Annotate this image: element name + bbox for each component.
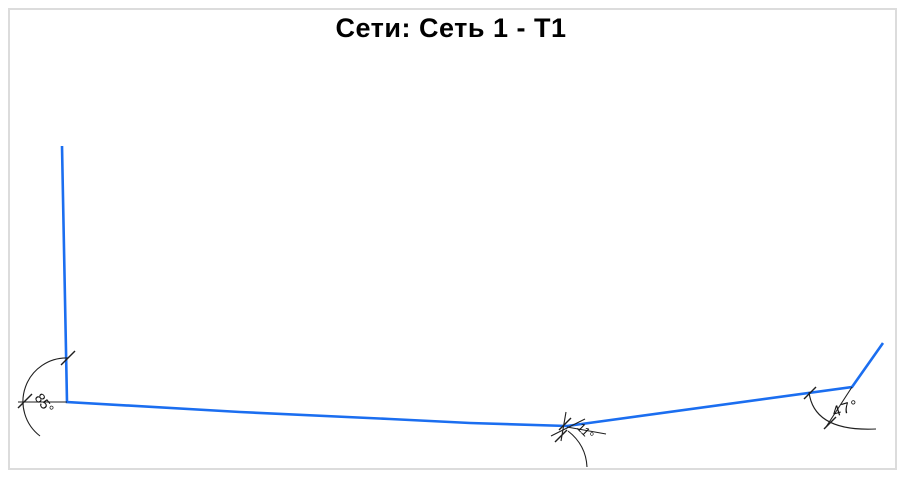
angle-label-left: 85° <box>32 390 58 417</box>
dimension-ray <box>825 386 853 428</box>
dimension-tick <box>17 393 33 409</box>
dimension-arc <box>567 430 588 468</box>
dimension-arc <box>808 391 877 430</box>
dimension-arc <box>22 357 69 437</box>
dimension-tick <box>558 417 572 431</box>
angle-dimension-middle[interactable]: 11° <box>550 411 607 468</box>
dimension-tick <box>60 350 76 366</box>
sheet-border <box>8 8 897 470</box>
dimension-extension-line <box>560 411 567 442</box>
dimension-tick <box>554 429 568 443</box>
angle-label-right: 47° <box>830 397 861 421</box>
view-title: Сети: Сеть 1 - Т1 <box>335 13 567 43</box>
dimension-tick <box>803 386 817 400</box>
network-polyline[interactable] <box>60 145 885 428</box>
dimension-tick <box>823 416 837 430</box>
dimension-ray <box>566 426 607 435</box>
